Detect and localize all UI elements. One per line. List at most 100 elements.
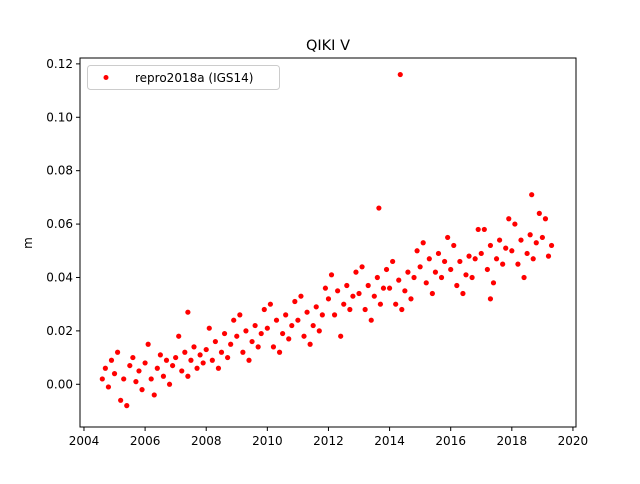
data-point	[108, 357, 115, 363]
data-point	[548, 242, 555, 249]
data-point	[283, 312, 289, 318]
data-point	[249, 338, 255, 345]
data-point	[448, 266, 454, 273]
data-point	[362, 306, 368, 313]
data-point	[225, 354, 231, 361]
data-point	[429, 290, 435, 297]
data-point-outlier	[529, 192, 535, 198]
data-point	[451, 242, 457, 249]
data-point	[521, 274, 527, 281]
data-point-outlier	[397, 71, 403, 78]
data-point	[411, 274, 417, 281]
data-point	[111, 370, 118, 377]
data-point	[319, 312, 325, 318]
data-point	[273, 317, 280, 323]
data-point-outlier	[376, 205, 382, 211]
data-point	[255, 344, 261, 350]
data-point	[252, 322, 258, 329]
data-point	[258, 330, 264, 337]
data-point	[304, 309, 310, 315]
chart-title: QIKI V	[306, 38, 350, 54]
data-point	[423, 280, 429, 286]
data-point	[105, 384, 112, 390]
data-point	[191, 344, 197, 350]
data-point	[243, 328, 249, 334]
y-tick-label: 0.04	[46, 270, 73, 284]
data-point	[344, 282, 350, 289]
data-point	[221, 330, 228, 337]
data-point	[359, 264, 365, 270]
data-point	[536, 210, 542, 216]
data-point	[545, 253, 552, 259]
data-point	[533, 240, 539, 246]
data-point	[365, 282, 371, 289]
data-point	[524, 250, 530, 257]
data-point	[286, 336, 292, 342]
x-tick-label: 2004	[69, 434, 100, 448]
data-point	[139, 387, 145, 393]
data-point	[445, 234, 451, 241]
data-point	[130, 354, 136, 361]
x-tick-label: 2008	[191, 434, 222, 448]
data-point	[157, 352, 163, 358]
data-point	[203, 346, 209, 353]
data-point	[506, 216, 512, 222]
y-tick-label: 0.06	[46, 217, 73, 231]
data-point	[267, 301, 273, 307]
data-point	[475, 226, 481, 233]
data-point	[481, 226, 487, 233]
data-point	[185, 373, 191, 379]
data-point	[121, 376, 127, 382]
data-point	[298, 293, 304, 299]
data-point	[194, 365, 200, 371]
data-point	[408, 296, 414, 302]
data-point	[472, 256, 478, 262]
y-tick-label: 0.10	[46, 110, 73, 124]
data-point	[212, 338, 218, 345]
data-point	[371, 293, 377, 299]
legend-marker	[103, 75, 109, 80]
data-point	[383, 266, 390, 273]
data-point	[463, 272, 469, 278]
data-point	[393, 301, 399, 307]
x-tick-label: 2018	[497, 434, 528, 448]
data-point	[417, 264, 423, 270]
data-point	[539, 234, 545, 241]
data-point	[133, 379, 139, 385]
data-points	[99, 71, 555, 409]
data-point	[386, 285, 393, 291]
data-point	[466, 253, 472, 259]
data-point	[390, 258, 396, 265]
data-point	[114, 349, 121, 355]
x-tick-label: 2014	[374, 434, 405, 448]
data-point	[335, 288, 341, 294]
data-point	[493, 256, 500, 262]
data-point	[246, 357, 252, 363]
data-point	[118, 397, 124, 403]
y-tick-label: 0.08	[46, 164, 73, 178]
data-point	[179, 368, 185, 374]
data-point	[478, 250, 484, 257]
y-axis-ticks: 0.00 0.02 0.04 0.06 0.08 0.10 0.12	[46, 57, 80, 391]
data-point	[414, 248, 420, 254]
legend-box	[87, 65, 280, 90]
data-point	[301, 333, 307, 339]
y-tick-label: 0.02	[46, 324, 73, 338]
data-point	[136, 368, 142, 374]
data-point	[426, 256, 432, 262]
data-point	[377, 301, 384, 307]
data-point	[530, 256, 536, 262]
data-point	[399, 306, 405, 313]
data-point	[500, 261, 506, 267]
data-point	[206, 325, 212, 331]
data-point	[234, 333, 240, 339]
x-tick-label: 2012	[313, 434, 344, 448]
data-point	[432, 269, 439, 275]
data-point	[435, 250, 442, 257]
data-point	[322, 285, 329, 291]
data-point	[209, 357, 215, 363]
data-point	[328, 272, 335, 278]
y-tick-label: 0.12	[46, 57, 73, 71]
data-point	[405, 269, 411, 275]
